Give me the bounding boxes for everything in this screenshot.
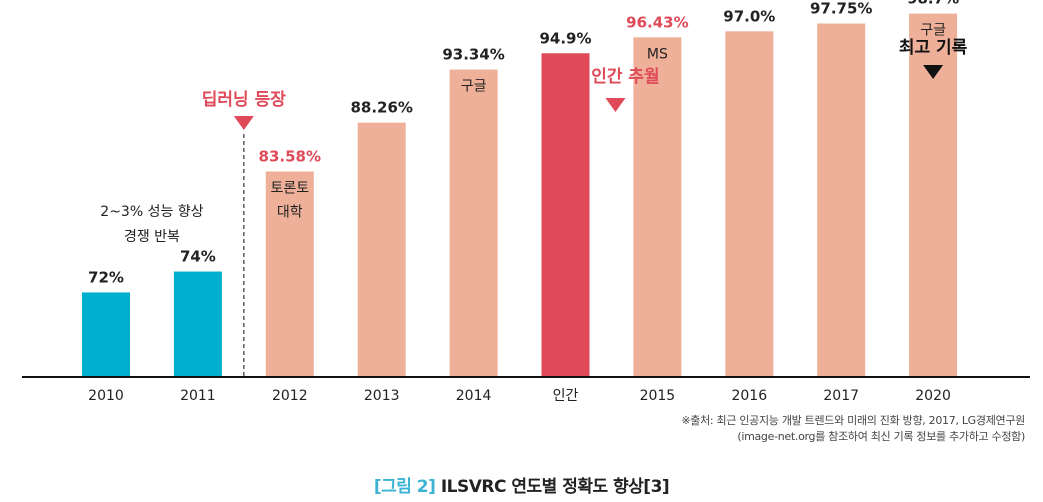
bar-3 (357, 122, 406, 377)
x-tick-6: 2015 (640, 388, 676, 404)
x-tick-labels: 2010 2011 2012 2013 2014 인간 2015 2016 2017 2020 (88, 388, 951, 404)
value-label-3: 88.26% (350, 99, 412, 117)
annotation-marker-1 (233, 116, 254, 130)
x-tick-2: 2012 (272, 388, 308, 404)
x-tick-7: 2016 (731, 388, 767, 404)
value-label-8: 97.75% (810, 0, 872, 18)
bar-6 (633, 37, 682, 376)
bar-7 (725, 31, 774, 376)
annotation-marker-3 (923, 65, 944, 79)
annotation-text-0-0: 2~3% 성능 향상 (100, 204, 203, 220)
value-label-1: 74% (180, 248, 216, 266)
value-label-4: 93.34% (442, 46, 504, 64)
x-tick-8: 2017 (823, 388, 859, 404)
bar-4 (449, 69, 498, 376)
value-label-5: 94.9% (539, 29, 591, 47)
value-label-2: 83.58% (259, 147, 321, 165)
annotation-text-2: 인간 추월 (591, 67, 659, 87)
annotation-text-0-1: 경쟁 반복 (124, 229, 180, 245)
value-label-6: 96.43% (626, 13, 688, 31)
caption-tag: [그림 2] (373, 477, 436, 497)
bar-8 (817, 23, 866, 376)
bar-0 (82, 292, 130, 376)
bar-2 (265, 171, 314, 376)
value-label-9: 98.7% (907, 0, 959, 8)
x-tick-9: 2020 (915, 388, 951, 404)
x-tick-0: 2010 (88, 388, 124, 404)
annotation-marker-2 (605, 98, 626, 112)
x-tick-3: 2013 (364, 388, 400, 404)
annotation-text-1: 딥러닝 등장 (202, 90, 286, 110)
figure-caption: [그림 2] ILSVRC 연도별 정확도 향상[3] (0, 472, 1043, 497)
bar-note-2-1: 대학 (277, 204, 303, 220)
x-tick-1: 2011 (180, 388, 216, 404)
source-note: ※출처: 최근 인공지능 개발 트렌드와 미래의 진화 방향, 2017, LG… (681, 413, 1025, 445)
bar-note-2-0: 토론토 (270, 180, 309, 196)
bars-layer (82, 13, 958, 377)
value-label-7: 97.0% (723, 7, 775, 25)
bar-5 (541, 53, 590, 377)
x-tick-5: 인간 (553, 388, 579, 404)
source-line-1: ※출처: 최근 인공지능 개발 트렌드와 미래의 진화 방향, 2017, LG… (681, 414, 1025, 427)
annotation-text-3: 최고 기록 (899, 38, 968, 58)
bar-note-6-0: MS (647, 46, 668, 62)
caption-title: ILSVRC 연도별 정확도 향상[3] (440, 477, 670, 497)
value-label-0: 72% (88, 268, 124, 286)
bar-note-9-0: 구글 (920, 23, 946, 39)
bar-note-4-0: 구글 (461, 79, 487, 95)
bar-1 (173, 271, 222, 376)
source-line-2: (image-net.org를 참조하여 최신 기록 정보를 추가하고 수정함) (737, 430, 1025, 443)
x-tick-4: 2014 (456, 388, 492, 404)
